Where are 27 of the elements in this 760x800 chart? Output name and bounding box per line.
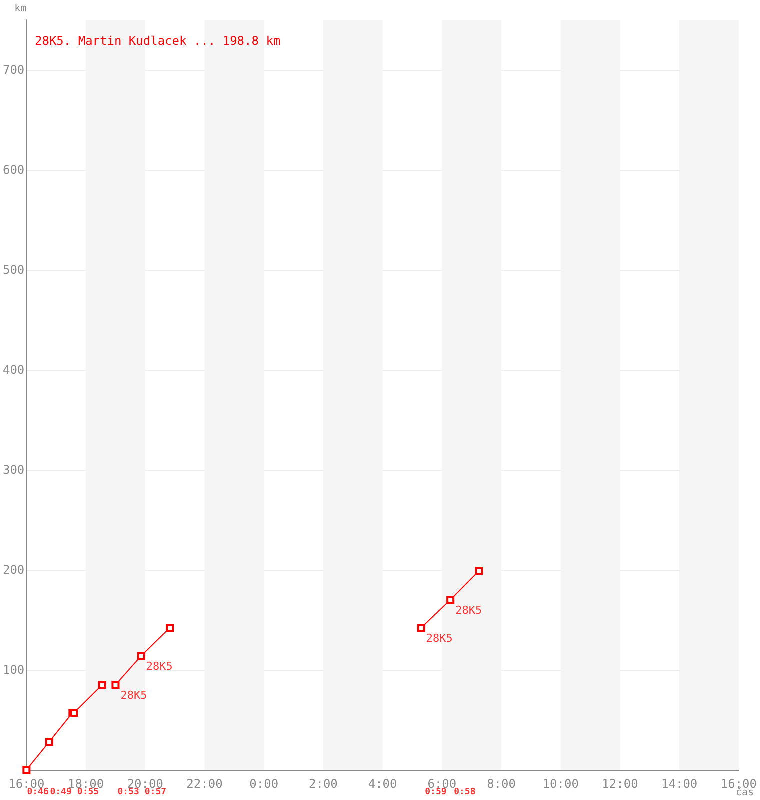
x-tick-label: 4:00 <box>368 777 398 791</box>
text: 0:55 <box>77 788 100 798</box>
x-tick-label: 8:00 <box>487 777 516 791</box>
text: 0:53 <box>118 788 140 798</box>
text: 0:49 <box>50 788 72 798</box>
x-axis-title: čas <box>736 788 754 798</box>
y-tick-label: 100 <box>2 663 25 677</box>
x-tick-label: 0:00 <box>250 777 279 791</box>
annotation: 28K5 <box>146 660 173 673</box>
y-tick-label: 200 <box>2 563 25 577</box>
y-axis-title: km <box>14 4 27 14</box>
annotation: 28K5 <box>426 632 453 645</box>
x-tick-label: 2:00 <box>309 777 338 791</box>
y-tick-label: 700 <box>2 63 25 77</box>
x-tick-label: 22:00 <box>186 777 223 791</box>
annotation: 28K5 <box>120 689 148 702</box>
x-tick-label: 12:00 <box>602 777 638 791</box>
x-tick-label: 14:00 <box>662 777 698 791</box>
text: 0:46 <box>27 788 49 798</box>
text: 28K5. Martin Kudlacek ... 198.8 km <box>35 34 281 48</box>
y-tick-label: 500 <box>2 263 25 277</box>
y-tick-label: 600 <box>2 163 25 177</box>
text: 0:58 <box>454 788 476 798</box>
y-tick-label: 400 <box>2 363 25 377</box>
y-tick-label: 300 <box>2 463 25 477</box>
annotation: 28K5 <box>456 604 482 617</box>
x-tick-label: 10:00 <box>542 777 579 791</box>
